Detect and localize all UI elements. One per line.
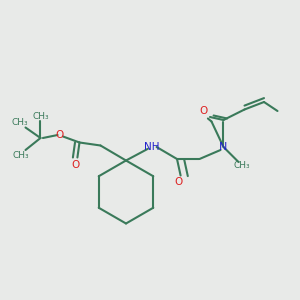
- Text: O: O: [72, 160, 80, 170]
- Text: O: O: [175, 177, 183, 188]
- Text: NH: NH: [144, 142, 159, 152]
- Text: O: O: [56, 130, 64, 140]
- Text: N: N: [219, 142, 228, 152]
- Text: CH₃: CH₃: [32, 112, 49, 121]
- Text: CH₃: CH₃: [13, 151, 29, 160]
- Text: CH₃: CH₃: [12, 118, 28, 127]
- Text: CH₃: CH₃: [234, 160, 250, 169]
- Text: O: O: [200, 106, 208, 116]
